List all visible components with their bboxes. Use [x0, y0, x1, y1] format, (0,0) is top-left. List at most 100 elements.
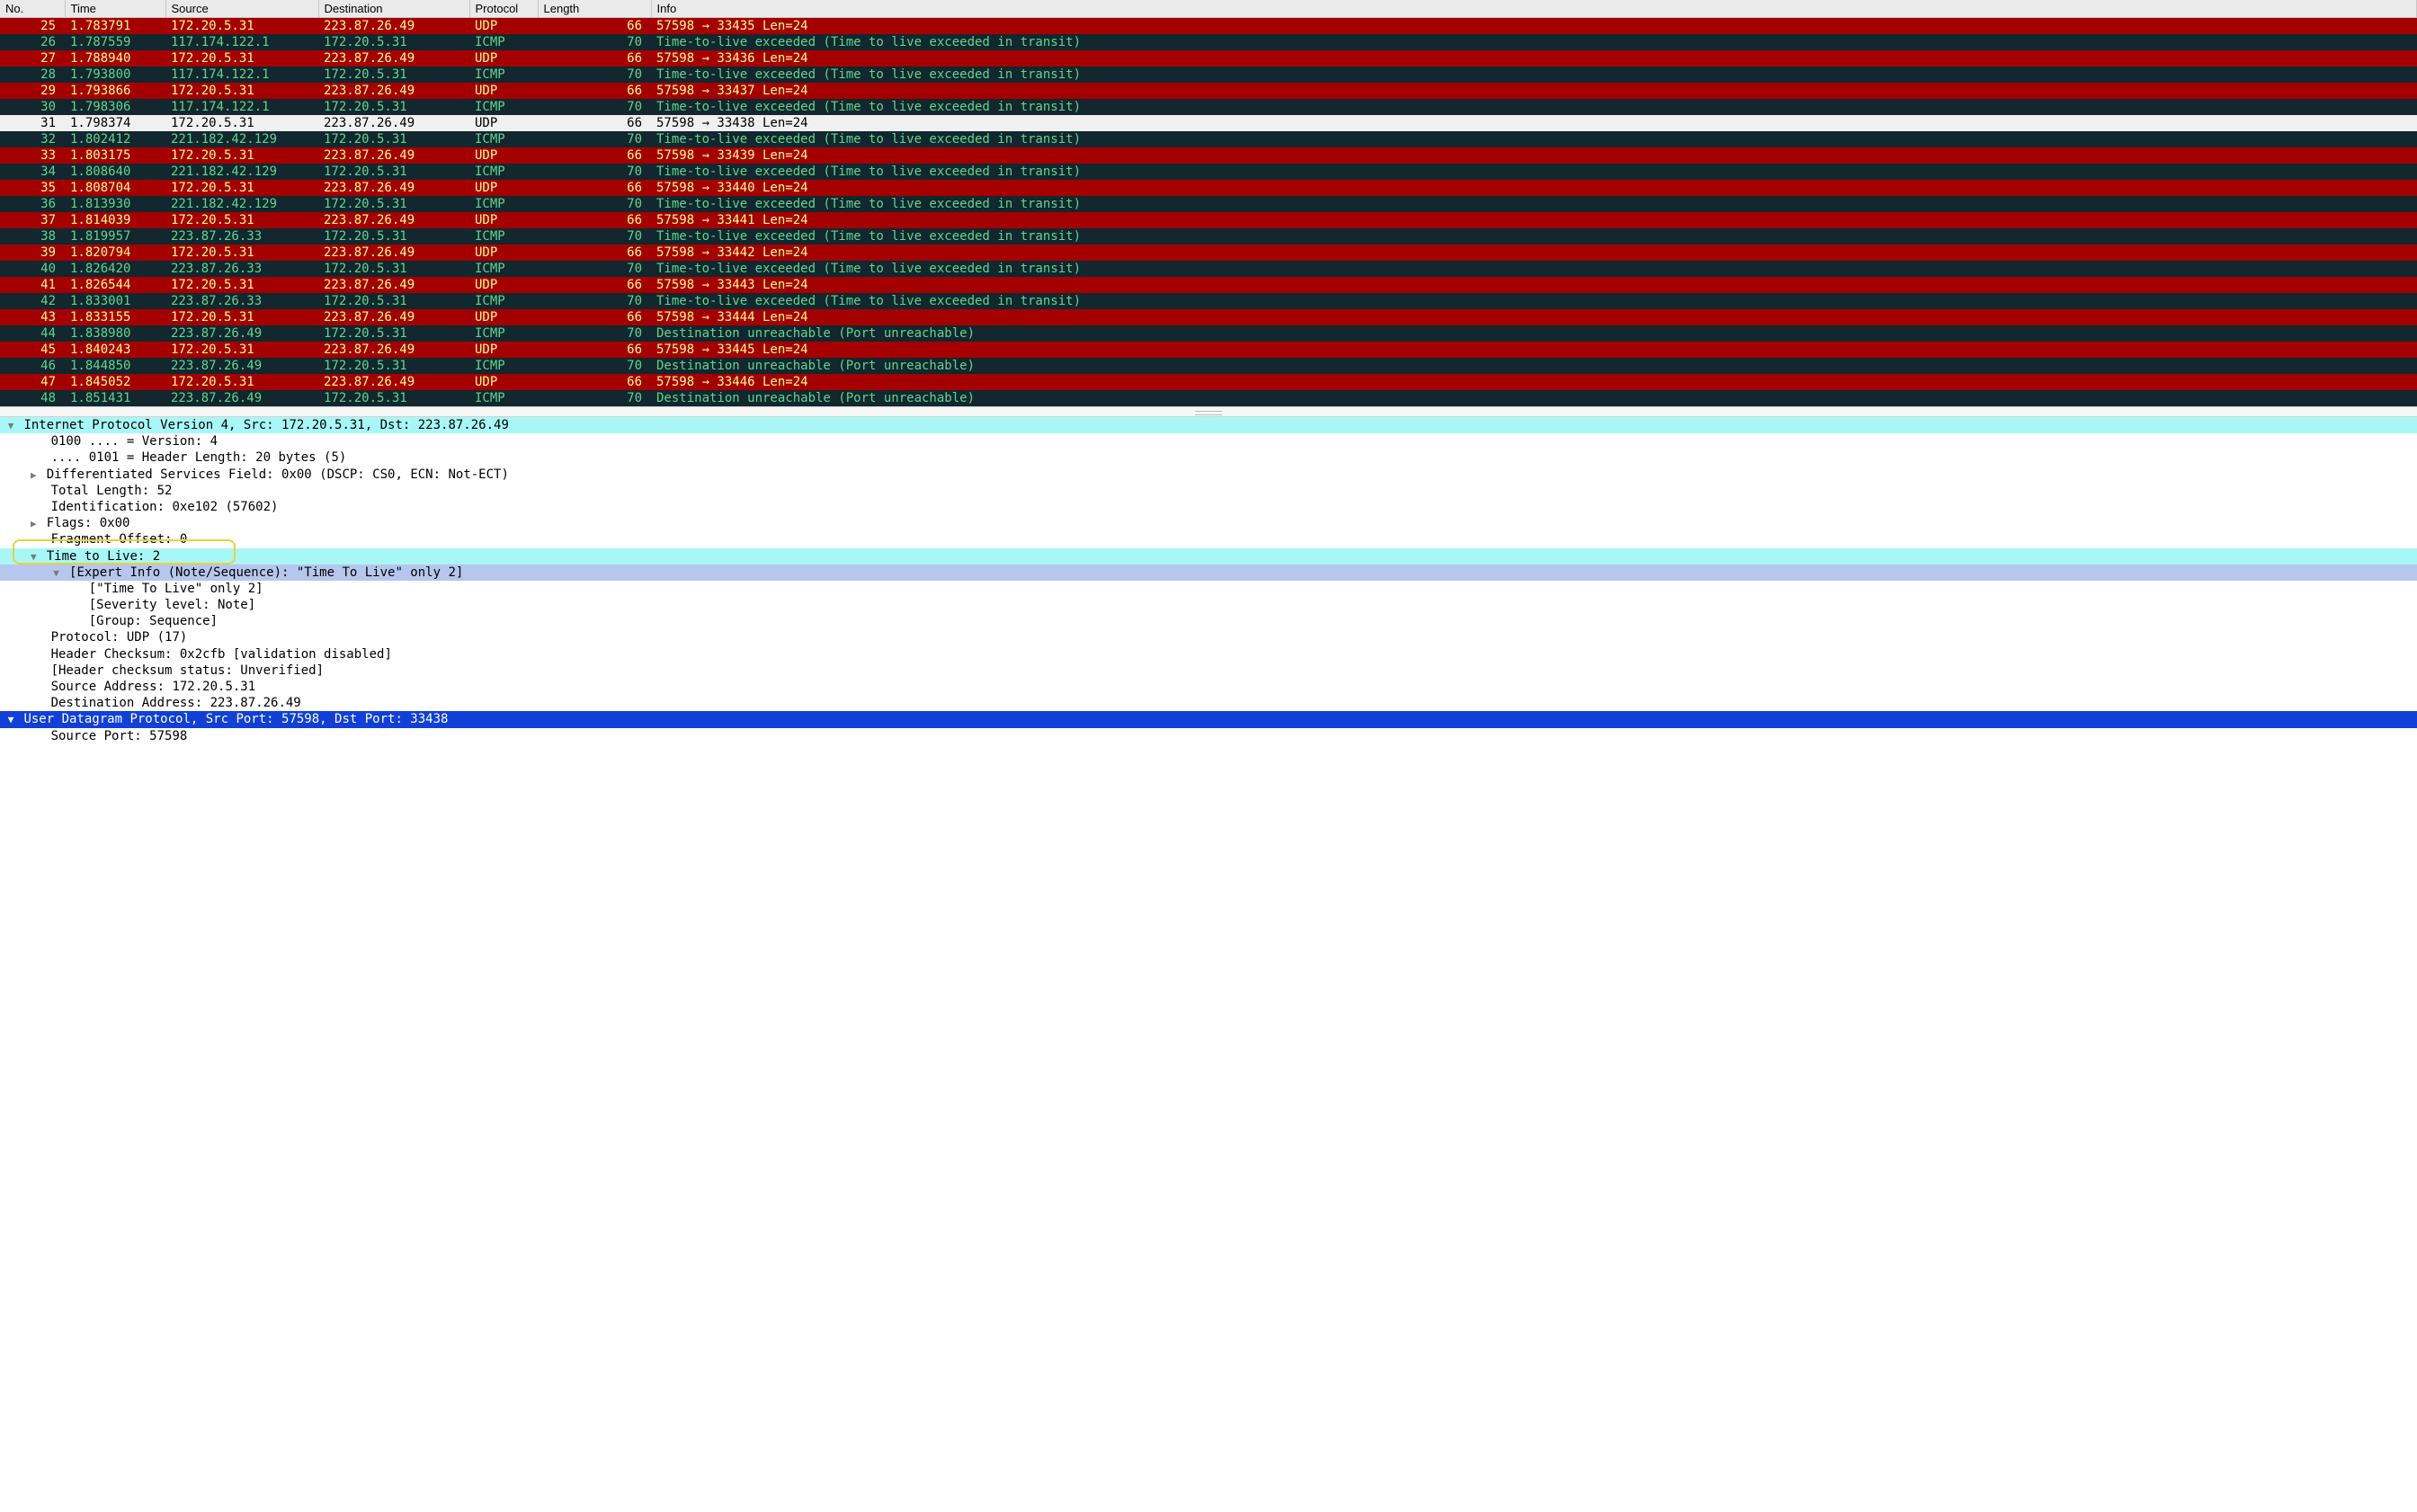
cell-length: 66 [538, 50, 651, 67]
packet-row[interactable]: 361.813930221.182.42.129172.20.5.31ICMP7… [0, 196, 2417, 212]
cell-destination: 223.87.26.49 [318, 212, 469, 228]
col-header-source[interactable]: Source [165, 0, 318, 18]
cell-no: 27 [0, 50, 65, 67]
col-header-protocol[interactable]: Protocol [469, 0, 538, 18]
expand-icon[interactable] [5, 420, 16, 432]
detail-total-length[interactable]: Total Length: 52 [0, 483, 2417, 499]
detail-checksum-status[interactable]: [Header checksum status: Unverified] [0, 663, 2417, 679]
cell-no: 40 [0, 261, 65, 277]
cell-time: 1.844850 [65, 358, 165, 374]
packet-row[interactable]: 251.783791172.20.5.31223.87.26.49UDP6657… [0, 18, 2417, 35]
packet-row[interactable]: 411.826544172.20.5.31223.87.26.49UDP6657… [0, 277, 2417, 293]
detail-udp-header[interactable]: User Datagram Protocol, Src Port: 57598,… [0, 711, 2417, 727]
packet-details-pane[interactable]: Internet Protocol Version 4, Src: 172.20… [0, 417, 2417, 748]
pane-splitter[interactable] [0, 406, 2417, 417]
col-header-time[interactable]: Time [65, 0, 165, 18]
cell-source: 223.87.26.33 [165, 293, 318, 309]
col-header-no[interactable]: No. [0, 0, 65, 18]
cell-protocol: UDP [469, 374, 538, 390]
detail-version[interactable]: 0100 .... = Version: 4 [0, 433, 2417, 449]
detail-header-length[interactable]: .... 0101 = Header Length: 20 bytes (5) [0, 449, 2417, 466]
packet-list-table[interactable]: No. Time Source Destination Protocol Len… [0, 0, 2417, 406]
cell-protocol: ICMP [469, 293, 538, 309]
detail-dsf[interactable]: Differentiated Services Field: 0x00 (DSC… [0, 467, 2417, 483]
cell-no: 25 [0, 18, 65, 35]
cell-destination: 223.87.26.49 [318, 180, 469, 196]
expand-icon[interactable] [28, 469, 39, 482]
cell-length: 66 [538, 212, 651, 228]
expand-icon[interactable] [51, 567, 62, 580]
detail-src-address[interactable]: Source Address: 172.20.5.31 [0, 679, 2417, 695]
cell-source: 223.87.26.49 [165, 358, 318, 374]
cell-source: 172.20.5.31 [165, 374, 318, 390]
detail-expert-info[interactable]: [Expert Info (Note/Sequence): "Time To L… [0, 565, 2417, 581]
cell-destination: 172.20.5.31 [318, 390, 469, 406]
detail-fragment-offset[interactable]: Fragment Offset: 0 [0, 531, 2417, 547]
cell-time: 1.838980 [65, 325, 165, 342]
cell-info: Destination unreachable (Port unreachabl… [651, 325, 2417, 342]
cell-source: 221.182.42.129 [165, 196, 318, 212]
col-header-dest[interactable]: Destination [318, 0, 469, 18]
cell-info: Time-to-live exceeded (Time to live exce… [651, 196, 2417, 212]
packet-row[interactable]: 281.793800117.174.122.1172.20.5.31ICMP70… [0, 67, 2417, 83]
packet-row[interactable]: 461.844850223.87.26.49172.20.5.31ICMP70D… [0, 358, 2417, 374]
expand-icon[interactable] [28, 551, 39, 564]
cell-source: 172.20.5.31 [165, 115, 318, 131]
cell-protocol: UDP [469, 212, 538, 228]
col-header-length[interactable]: Length [538, 0, 651, 18]
cell-protocol: ICMP [469, 358, 538, 374]
packet-row[interactable]: 311.798374172.20.5.31223.87.26.49UDP6657… [0, 115, 2417, 131]
packet-row[interactable]: 331.803175172.20.5.31223.87.26.49UDP6657… [0, 147, 2417, 164]
expand-icon[interactable] [28, 518, 39, 530]
col-header-info[interactable]: Info [651, 0, 2417, 18]
cell-length: 66 [538, 277, 651, 293]
packet-row[interactable]: 301.798306117.174.122.1172.20.5.31ICMP70… [0, 99, 2417, 115]
cell-length: 70 [538, 67, 651, 83]
packet-row[interactable]: 451.840243172.20.5.31223.87.26.49UDP6657… [0, 342, 2417, 358]
expand-icon[interactable] [5, 714, 16, 726]
cell-protocol: UDP [469, 309, 538, 325]
cell-info: 57598 → 33440 Len=24 [651, 180, 2417, 196]
detail-expert-msg[interactable]: ["Time To Live" only 2] [0, 581, 2417, 597]
cell-protocol: UDP [469, 277, 538, 293]
cell-protocol: ICMP [469, 390, 538, 406]
detail-flags[interactable]: Flags: 0x00 [0, 515, 2417, 531]
detail-ip-header[interactable]: Internet Protocol Version 4, Src: 172.20… [0, 417, 2417, 433]
packet-row[interactable]: 481.851431223.87.26.49172.20.5.31ICMP70D… [0, 390, 2417, 406]
cell-time: 1.826420 [65, 261, 165, 277]
cell-source: 172.20.5.31 [165, 212, 318, 228]
packet-row[interactable]: 371.814039172.20.5.31223.87.26.49UDP6657… [0, 212, 2417, 228]
packet-row[interactable]: 321.802412221.182.42.129172.20.5.31ICMP7… [0, 131, 2417, 147]
detail-identification[interactable]: Identification: 0xe102 (57602) [0, 499, 2417, 515]
cell-length: 66 [538, 115, 651, 131]
cell-protocol: UDP [469, 147, 538, 164]
detail-protocol[interactable]: Protocol: UDP (17) [0, 629, 2417, 645]
detail-expert-severity[interactable]: [Severity level: Note] [0, 597, 2417, 613]
cell-length: 70 [538, 131, 651, 147]
cell-no: 42 [0, 293, 65, 309]
packet-row[interactable]: 261.787559117.174.122.1172.20.5.31ICMP70… [0, 34, 2417, 50]
packet-row[interactable]: 431.833155172.20.5.31223.87.26.49UDP6657… [0, 309, 2417, 325]
packet-row[interactable]: 291.793866172.20.5.31223.87.26.49UDP6657… [0, 83, 2417, 99]
packet-row[interactable]: 381.819957223.87.26.33172.20.5.31ICMP70T… [0, 228, 2417, 245]
packet-row[interactable]: 341.808640221.182.42.129172.20.5.31ICMP7… [0, 164, 2417, 180]
packet-row[interactable]: 271.788940172.20.5.31223.87.26.49UDP6657… [0, 50, 2417, 67]
packet-row[interactable]: 421.833001223.87.26.33172.20.5.31ICMP70T… [0, 293, 2417, 309]
cell-source: 172.20.5.31 [165, 342, 318, 358]
column-header-row[interactable]: No. Time Source Destination Protocol Len… [0, 0, 2417, 18]
detail-expert-group[interactable]: [Group: Sequence] [0, 613, 2417, 629]
detail-checksum[interactable]: Header Checksum: 0x2cfb [validation disa… [0, 646, 2417, 663]
packet-row[interactable]: 441.838980223.87.26.49172.20.5.31ICMP70D… [0, 325, 2417, 342]
cell-no: 36 [0, 196, 65, 212]
cell-length: 70 [538, 325, 651, 342]
packet-row[interactable]: 351.808704172.20.5.31223.87.26.49UDP6657… [0, 180, 2417, 196]
packet-row[interactable]: 391.820794172.20.5.31223.87.26.49UDP6657… [0, 245, 2417, 261]
cell-length: 70 [538, 390, 651, 406]
detail-src-port[interactable]: Source Port: 57598 [0, 728, 2417, 744]
cell-protocol: ICMP [469, 131, 538, 147]
detail-ttl[interactable]: Time to Live: 2 [0, 548, 2417, 565]
packet-row[interactable]: 401.826420223.87.26.33172.20.5.31ICMP70T… [0, 261, 2417, 277]
detail-dst-address[interactable]: Destination Address: 223.87.26.49 [0, 695, 2417, 711]
cell-time: 1.826544 [65, 277, 165, 293]
packet-row[interactable]: 471.845052172.20.5.31223.87.26.49UDP6657… [0, 374, 2417, 390]
